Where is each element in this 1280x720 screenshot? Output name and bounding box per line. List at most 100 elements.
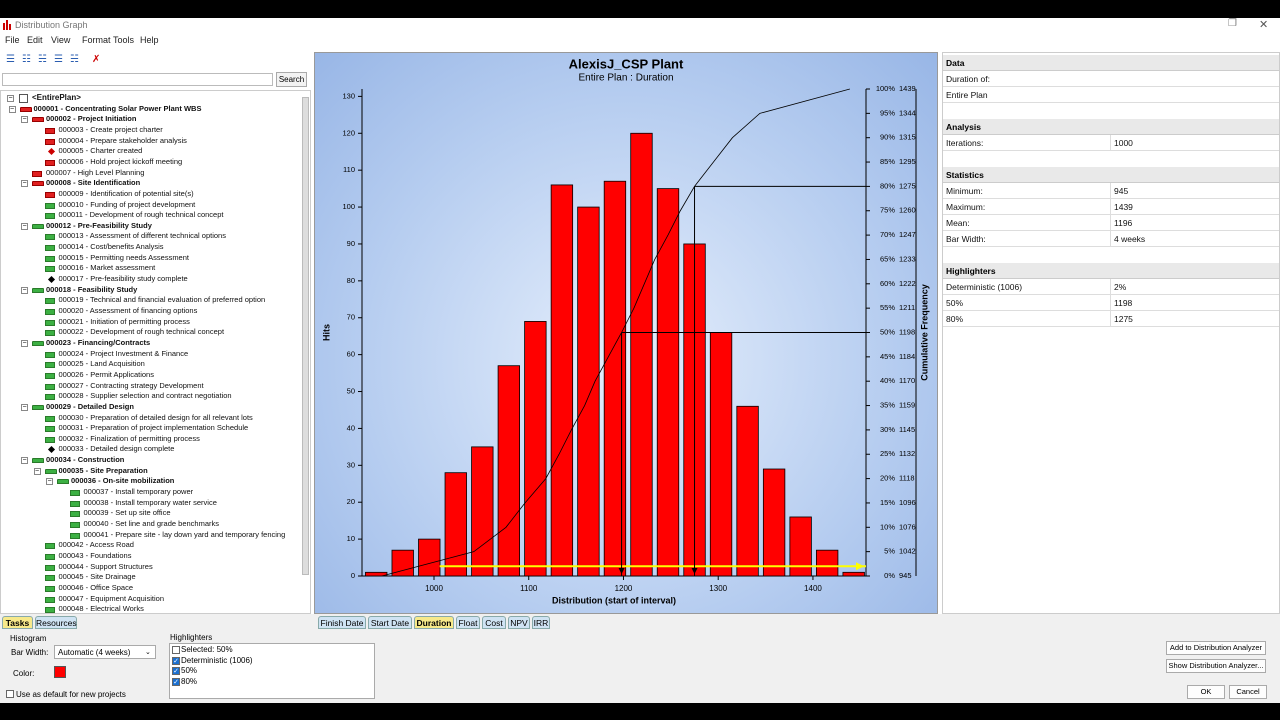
highlighter-label[interactable]: 80% — [181, 676, 198, 686]
tree-item[interactable]: 000036 - On-site mobilization — [71, 476, 175, 486]
tree-item[interactable]: 000012 - Pre-Feasibility Study — [46, 220, 152, 230]
menu-item[interactable]: Format — [82, 35, 111, 45]
tree-item[interactable]: 000031 - Preparation of project implemen… — [58, 423, 249, 433]
checkbox[interactable] — [6, 690, 14, 698]
tool-button[interactable]: ☰ — [54, 54, 63, 65]
tree-item[interactable]: 000048 - Electrical Works — [58, 604, 144, 614]
tree-item[interactable]: 000026 - Permit Applications — [58, 369, 154, 379]
tree-item[interactable]: 000043 - Foundations — [58, 550, 132, 560]
tree-item[interactable]: 000017 - Pre-feasibility study complete — [58, 274, 188, 284]
tree-item[interactable]: 000040 - Set line and grade benchmarks — [83, 519, 220, 528]
chart-tab[interactable]: Duration — [414, 616, 454, 629]
tree-item[interactable]: 000018 - Feasibility Study — [46, 284, 138, 294]
tree-item[interactable]: 000044 - Support Structures — [58, 561, 153, 571]
tree-item[interactable]: 000019 - Technical and financial evaluat… — [58, 295, 266, 305]
tree-root[interactable]: <EntirePlan> — [32, 93, 81, 102]
tree-expander[interactable]: − — [21, 222, 28, 230]
button[interactable]: Cancel — [1229, 685, 1267, 699]
tool-button[interactable]: ☷ — [22, 54, 31, 65]
tree-item[interactable]: 000005 - Charter created — [58, 146, 143, 156]
tree-item[interactable]: 000029 - Detailed Design — [46, 401, 134, 411]
tree-item[interactable]: 000039 - Set up site office — [83, 508, 171, 518]
search-input[interactable] — [2, 73, 273, 86]
tree-item[interactable]: 000007 - High Level Planning — [46, 167, 145, 177]
restore-button[interactable]: ❐ — [1228, 18, 1237, 29]
checkbox[interactable]: ✓ — [172, 677, 180, 686]
button[interactable]: Add to Distribution Analyzer — [1166, 641, 1266, 655]
tree-item[interactable]: 000023 - Financing/Contracts — [46, 337, 151, 347]
tree-item[interactable]: 000011 - Development of rough technical … — [58, 210, 224, 220]
tree-item[interactable]: 000046 - Office Space — [58, 582, 134, 592]
tree-item[interactable]: 000027 - Contracting strategy Developmen… — [58, 380, 204, 390]
menu-item[interactable]: File — [5, 35, 20, 45]
highlighter-label[interactable]: Deterministic (1006) — [181, 655, 253, 665]
tree-item[interactable]: 000004 - Prepare stakeholder analysis — [58, 135, 187, 145]
tree-expander[interactable]: − — [33, 467, 41, 475]
tree-item[interactable]: 000016 - Market assessment — [58, 263, 156, 273]
tree-item[interactable]: 000041 - Prepare site - lay down yard an… — [83, 529, 286, 539]
tree-item[interactable]: 000037 - Install temporary power — [83, 487, 194, 497]
tree-item[interactable]: 000002 - Project Initiation — [46, 114, 137, 124]
chart-tab[interactable]: Float — [456, 616, 480, 629]
tree-item[interactable]: 000034 - Construction — [46, 455, 125, 465]
chart-tab[interactable]: Finish Date — [318, 616, 366, 629]
tree-expander[interactable]: − — [21, 286, 28, 294]
tool-button[interactable]: ✗ — [92, 54, 101, 65]
tree-item[interactable]: 000028 - Supplier selection and contract… — [58, 391, 232, 401]
color-swatch[interactable] — [54, 666, 66, 678]
tab[interactable]: Tasks — [2, 616, 33, 629]
tree-expander[interactable]: − — [46, 478, 53, 486]
tree-item[interactable]: 000038 - Install temporary water service — [83, 497, 217, 507]
tree-expander[interactable]: − — [21, 339, 28, 347]
tab[interactable]: Resources — [35, 616, 77, 629]
tree-item[interactable]: 000030 - Preparation of detailed design … — [58, 412, 253, 422]
tool-button[interactable]: ☵ — [70, 54, 79, 65]
tree-item[interactable]: 000047 - Equipment Acquisition — [58, 593, 165, 603]
highlighter-label[interactable]: Selected: 50% — [181, 645, 233, 654]
tree-expander[interactable]: − — [21, 116, 28, 124]
tree-expander[interactable]: − — [21, 457, 28, 465]
tree-item[interactable]: 000022 - Development of rough technical … — [58, 327, 225, 337]
tree-item[interactable]: 000014 - Cost/benefits Analysis — [58, 242, 164, 252]
tree-item[interactable]: 000032 - Finalization of permitting proc… — [58, 433, 200, 443]
checkbox[interactable]: ✓ — [172, 656, 180, 665]
tree-item[interactable]: 000001 - Concentrating Solar Power Plant… — [33, 103, 202, 113]
checkbox[interactable] — [172, 646, 180, 654]
menu-item[interactable]: View — [51, 35, 71, 45]
checkbox[interactable]: ✓ — [172, 667, 180, 675]
tree-item[interactable]: 000010 - Funding of project development — [58, 199, 196, 209]
tree-item[interactable]: 000013 - Assessment of different technic… — [58, 231, 226, 241]
chart-tab[interactable]: IRR — [532, 616, 550, 629]
chart-tab[interactable]: Cost — [482, 616, 506, 629]
scrollbar[interactable] — [302, 97, 309, 575]
tree-expander[interactable]: − — [7, 95, 14, 102]
highlighter-label[interactable]: 50% — [181, 666, 198, 675]
chart-tab[interactable]: Start Date — [368, 616, 412, 629]
tree-item[interactable]: 000042 - Access Road — [58, 540, 134, 550]
menu-item[interactable]: Tools — [113, 35, 135, 45]
tree-item[interactable]: 000009 - Identification of potential sit… — [58, 188, 194, 198]
menu-item[interactable]: Edit — [27, 35, 43, 45]
tree-item[interactable]: 000003 - Create project charter — [58, 124, 163, 134]
tree-item[interactable]: 000035 - Site Preparation — [58, 465, 148, 475]
tree-expander[interactable]: − — [21, 403, 28, 411]
tree-item[interactable]: 000020 - Assessment of financing options — [58, 306, 198, 315]
tree-expander[interactable]: − — [8, 105, 16, 113]
button[interactable]: Show Distribution Analyzer... — [1166, 659, 1266, 673]
tree-item[interactable]: 000024 - Project Investment & Finance — [58, 348, 189, 358]
tool-button[interactable]: ☵ — [38, 54, 47, 65]
close-button[interactable]: ✕ — [1259, 19, 1269, 31]
tree-item[interactable]: 000006 - Hold project kickoff meeting — [58, 156, 183, 166]
tree-item[interactable]: 000025 - Land Acquisition — [58, 359, 145, 369]
tree-item[interactable]: 000021 - Initiation of permitting proces… — [58, 316, 190, 326]
menu-item[interactable]: Help — [140, 35, 159, 45]
tree-item[interactable]: 000015 - Permitting needs Assessment — [58, 252, 190, 262]
chart-tab[interactable]: NPV — [508, 616, 530, 629]
tree-expander[interactable]: − — [21, 180, 28, 188]
search-button[interactable]: Search — [276, 72, 307, 87]
tree-item[interactable]: 000008 - Site Identification — [46, 178, 141, 188]
bar-width-select[interactable]: Automatic (4 weeks) — [54, 645, 156, 659]
tool-button[interactable]: ☰ — [6, 54, 15, 65]
tree-item[interactable]: 000045 - Site Drainage — [58, 572, 136, 582]
tree-item[interactable]: 000033 - Detailed design complete — [58, 444, 175, 454]
